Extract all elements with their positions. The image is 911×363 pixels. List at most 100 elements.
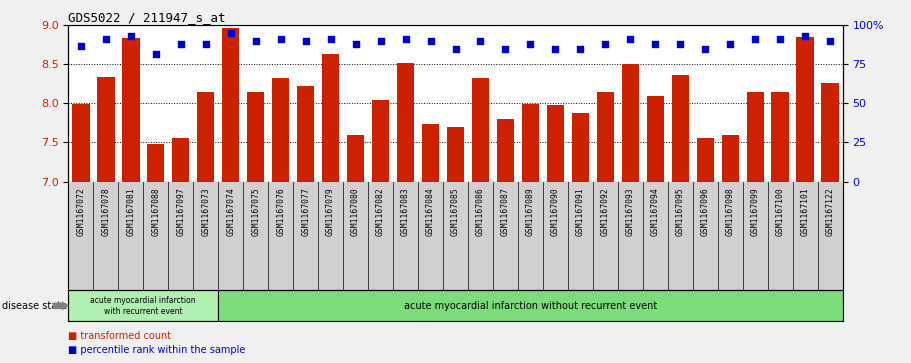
Text: ■ percentile rank within the sample: ■ percentile rank within the sample xyxy=(68,345,246,355)
Point xyxy=(723,41,738,47)
Text: GSM1167080: GSM1167080 xyxy=(351,187,360,236)
Bar xyxy=(496,119,514,182)
Text: GSM1167098: GSM1167098 xyxy=(726,187,735,236)
Text: acute myocardial infarction without recurrent event: acute myocardial infarction without recu… xyxy=(404,301,657,311)
Text: GSM1167075: GSM1167075 xyxy=(251,187,261,236)
Text: GSM1167091: GSM1167091 xyxy=(576,187,585,236)
Bar xyxy=(796,37,814,182)
Text: GSM1167074: GSM1167074 xyxy=(226,187,235,236)
Text: GSM1167072: GSM1167072 xyxy=(77,187,86,236)
Text: GSM1167076: GSM1167076 xyxy=(276,187,285,236)
Point xyxy=(374,38,388,44)
Point xyxy=(74,43,88,49)
Text: GSM1167086: GSM1167086 xyxy=(476,187,485,236)
Point xyxy=(599,41,613,47)
Bar xyxy=(597,92,614,182)
Text: GSM1167084: GSM1167084 xyxy=(426,187,435,236)
Bar xyxy=(746,92,764,182)
Text: GSM1167081: GSM1167081 xyxy=(127,187,135,236)
Bar xyxy=(647,96,664,182)
Point xyxy=(823,38,837,44)
Text: ■ transformed count: ■ transformed count xyxy=(68,331,171,341)
Text: GSM1167094: GSM1167094 xyxy=(650,187,660,236)
Bar xyxy=(472,78,489,182)
Bar xyxy=(422,124,439,182)
Bar xyxy=(397,63,415,182)
Bar xyxy=(697,138,714,182)
Text: GSM1167079: GSM1167079 xyxy=(326,187,335,236)
Text: GSM1167122: GSM1167122 xyxy=(825,187,834,236)
Text: GSM1167073: GSM1167073 xyxy=(201,187,210,236)
Bar xyxy=(547,105,564,182)
Point xyxy=(273,37,288,42)
Text: GSM1167092: GSM1167092 xyxy=(601,187,609,236)
Bar xyxy=(772,92,789,182)
Point xyxy=(249,38,263,44)
Text: GSM1167077: GSM1167077 xyxy=(302,187,310,236)
Point xyxy=(648,41,662,47)
Bar xyxy=(68,290,219,321)
Bar xyxy=(72,104,89,182)
Bar xyxy=(297,86,314,182)
Bar xyxy=(322,54,339,182)
Text: GDS5022 / 211947_s_at: GDS5022 / 211947_s_at xyxy=(68,11,226,24)
Text: GSM1167101: GSM1167101 xyxy=(801,187,810,236)
Text: GSM1167087: GSM1167087 xyxy=(501,187,510,236)
Point xyxy=(298,38,312,44)
Point xyxy=(623,37,638,42)
Point xyxy=(148,50,163,56)
Point xyxy=(498,46,513,52)
Text: GSM1167099: GSM1167099 xyxy=(751,187,760,236)
Point xyxy=(473,38,487,44)
Text: GSM1167093: GSM1167093 xyxy=(626,187,635,236)
Text: GSM1167097: GSM1167097 xyxy=(176,187,185,236)
Bar xyxy=(219,290,843,321)
Bar xyxy=(147,144,165,182)
Bar xyxy=(271,78,290,182)
Bar xyxy=(347,135,364,182)
Point xyxy=(98,37,113,42)
Bar xyxy=(97,77,115,182)
Point xyxy=(173,41,188,47)
Bar xyxy=(671,74,689,182)
Point xyxy=(698,46,712,52)
Point xyxy=(323,37,338,42)
Bar xyxy=(122,38,139,182)
Bar xyxy=(222,28,240,182)
Text: acute myocardial infarction
with recurrent event: acute myocardial infarction with recurre… xyxy=(90,296,196,315)
Point xyxy=(573,46,588,52)
Bar xyxy=(446,127,465,182)
Bar xyxy=(247,92,264,182)
Text: GSM1167088: GSM1167088 xyxy=(151,187,160,236)
Point xyxy=(523,41,537,47)
Bar xyxy=(822,83,839,182)
Point xyxy=(448,46,463,52)
Text: GSM1167083: GSM1167083 xyxy=(401,187,410,236)
Text: GSM1167085: GSM1167085 xyxy=(451,187,460,236)
Text: GSM1167100: GSM1167100 xyxy=(776,187,784,236)
Text: GSM1167090: GSM1167090 xyxy=(551,187,560,236)
Bar xyxy=(722,135,739,182)
Text: GSM1167078: GSM1167078 xyxy=(101,187,110,236)
Text: GSM1167096: GSM1167096 xyxy=(701,187,710,236)
Point xyxy=(398,37,413,42)
Point xyxy=(348,41,363,47)
Point xyxy=(673,41,688,47)
Bar xyxy=(522,104,539,182)
Bar xyxy=(172,138,189,182)
Bar xyxy=(621,65,640,182)
Point xyxy=(798,33,813,39)
Bar xyxy=(372,99,389,182)
Text: GSM1167082: GSM1167082 xyxy=(376,187,385,236)
Point xyxy=(424,38,438,44)
Bar xyxy=(572,113,589,182)
Point xyxy=(199,41,213,47)
Bar xyxy=(197,92,214,182)
Text: GSM1167089: GSM1167089 xyxy=(526,187,535,236)
Point xyxy=(223,30,238,36)
Text: GSM1167095: GSM1167095 xyxy=(676,187,685,236)
Point xyxy=(548,46,563,52)
Point xyxy=(748,37,763,42)
Point xyxy=(773,37,787,42)
Point xyxy=(124,33,138,39)
